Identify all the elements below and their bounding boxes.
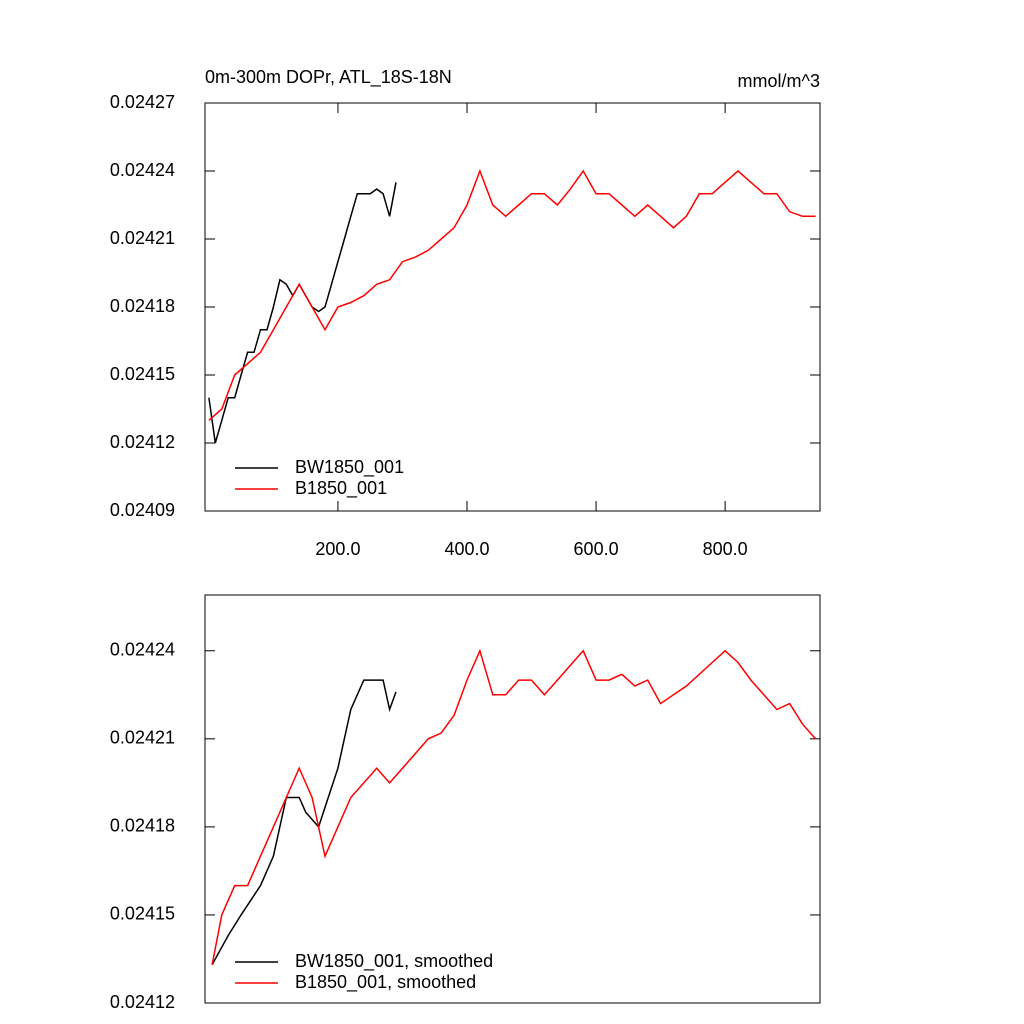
y-tick-label: 0.02412 — [110, 992, 175, 1012]
y-tick-label: 0.02412 — [110, 432, 175, 452]
y-tick-label: 0.02418 — [110, 816, 175, 836]
units-label: mmol/m^3 — [738, 71, 820, 91]
data-line — [211, 648, 817, 965]
y-tick-label: 0.02418 — [110, 296, 175, 316]
x-tick-label: 400.0 — [444, 539, 489, 559]
legend-label: B1850_001 — [295, 478, 387, 499]
y-tick-label: 0.02415 — [110, 364, 175, 384]
x-tick-label: 800.0 — [703, 539, 748, 559]
data-line — [211, 679, 397, 966]
x-tick-label: 600.0 — [574, 539, 619, 559]
y-tick-label: 0.02421 — [110, 228, 175, 248]
y-tick-label: 0.02427 — [110, 92, 175, 112]
y-tick-label: 0.02415 — [110, 904, 175, 924]
y-tick-label: 0.02409 — [110, 500, 175, 520]
y-tick-label: 0.02424 — [110, 160, 175, 180]
legend-label: BW1850_001, smoothed — [295, 951, 493, 972]
x-tick-label: 200.0 — [315, 539, 360, 559]
y-tick-label: 0.02424 — [110, 640, 175, 660]
plot-frame — [204, 594, 821, 1004]
legend-label: BW1850_001 — [295, 457, 404, 478]
data-line — [208, 182, 397, 444]
chart-title: 0m-300m DOPr, ATL_18S-18N — [205, 67, 452, 88]
plot-frame — [204, 102, 821, 512]
legend-label: B1850_001, smoothed — [295, 972, 476, 993]
y-tick-label: 0.02421 — [110, 728, 175, 748]
data-line — [208, 168, 816, 421]
